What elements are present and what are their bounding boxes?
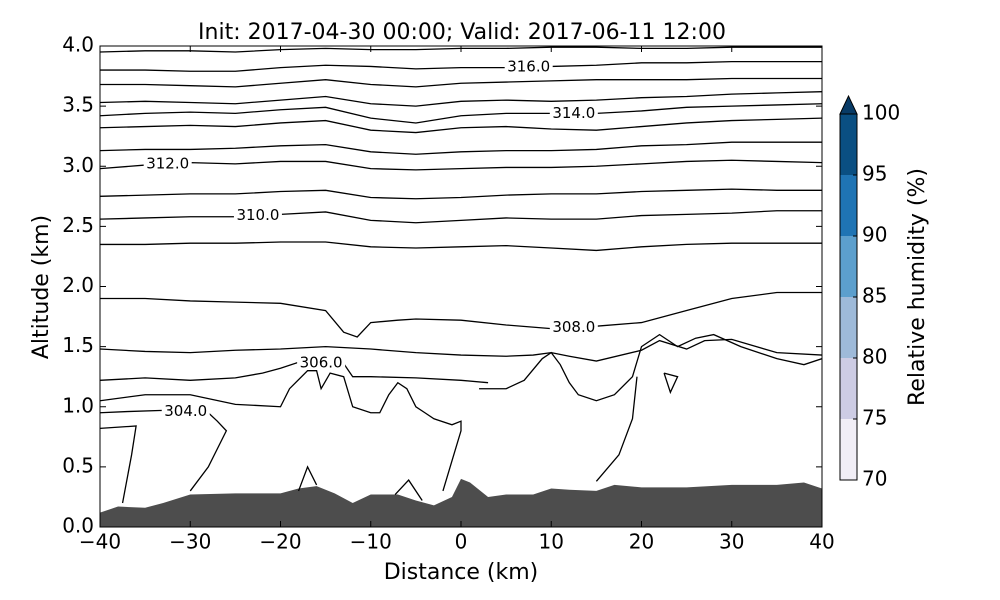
contour-label: 310.0 xyxy=(236,206,279,224)
y-tick-label: 0.5 xyxy=(62,453,94,477)
contour-line xyxy=(479,333,822,402)
contour-line xyxy=(100,291,822,338)
contour-line xyxy=(100,210,822,224)
colorbar-band xyxy=(840,297,857,358)
colorbar-band xyxy=(840,236,857,297)
contour-line xyxy=(100,60,822,72)
colorbar-band xyxy=(840,175,857,236)
contour-label: 308.0 xyxy=(552,318,595,336)
y-axis-label: Altitude (km) xyxy=(29,215,54,359)
y-tick-label: 0.0 xyxy=(62,514,94,538)
x-tick-label: −40 xyxy=(79,530,121,554)
contour-line xyxy=(100,103,822,124)
colorbar-tick-label: 90 xyxy=(862,223,887,247)
y-tick-label: 2.0 xyxy=(62,273,94,297)
colorbar-band xyxy=(840,114,857,175)
contour-label-bg xyxy=(504,58,553,77)
y-tick-label: 3.5 xyxy=(62,93,94,117)
contour-label-bg xyxy=(143,154,192,173)
y-tick-label: 4.0 xyxy=(62,33,94,57)
colorbar-tick-label: 75 xyxy=(862,406,887,430)
x-tick-label: −10 xyxy=(350,530,392,554)
contour-label: 314.0 xyxy=(552,104,595,122)
contour-line xyxy=(100,159,822,171)
x-tick-label: −20 xyxy=(259,530,301,554)
contour-line xyxy=(100,338,822,362)
contour-line xyxy=(297,465,318,492)
colorbar-tick-label: 70 xyxy=(862,467,887,491)
x-tick-label: 40 xyxy=(809,530,834,554)
contour-line xyxy=(100,91,822,107)
x-axis-label: Distance (km) xyxy=(384,560,539,585)
contour-line xyxy=(100,425,137,504)
contour-line xyxy=(100,409,228,492)
plot-area: 316.0 314.0 312.0 310.0 308.0 306.0 304.0 xyxy=(100,46,822,527)
x-tick-label: −30 xyxy=(169,530,211,554)
colorbar-extend xyxy=(839,94,858,115)
contour-label-bg xyxy=(297,353,346,372)
contour-label-bg xyxy=(549,318,598,337)
contour-label: 312.0 xyxy=(146,154,189,172)
colorbar-tick-label: 95 xyxy=(862,162,887,186)
y-tick-label: 3.0 xyxy=(62,153,94,177)
contour-line xyxy=(100,141,822,155)
x-tick-label: 20 xyxy=(629,530,654,554)
contour-line xyxy=(100,241,822,252)
colorbar-tick-label: 85 xyxy=(862,284,887,308)
y-tick-label: 1.0 xyxy=(62,393,94,417)
contour-line xyxy=(663,372,679,395)
terrain xyxy=(100,478,822,527)
contour-label-bg xyxy=(549,104,598,123)
y-tick-label: 1.5 xyxy=(62,333,94,357)
contour-line xyxy=(100,77,822,88)
contour-line xyxy=(100,361,489,384)
contour-line xyxy=(595,376,638,482)
colorbar-tick-label: 100 xyxy=(862,101,900,125)
x-tick-label: 10 xyxy=(539,530,564,554)
contour-line xyxy=(100,188,822,200)
contour-label-bg xyxy=(233,206,282,225)
colorbar-tick-label: 80 xyxy=(862,345,887,369)
colorbar-band xyxy=(840,419,857,480)
plot-frame xyxy=(99,45,823,528)
colorbar-label: Relative humidity (%) xyxy=(905,168,930,406)
contour-line xyxy=(394,479,423,501)
contour-label-bg xyxy=(161,402,210,421)
contour-line xyxy=(100,370,462,492)
chart-title: Init: 2017-04-30 00:00; Valid: 2017-06-1… xyxy=(198,20,726,45)
colorbar-band xyxy=(840,358,857,419)
contour-label: 316.0 xyxy=(507,58,550,76)
contour-line xyxy=(100,117,822,134)
y-tick-label: 2.5 xyxy=(62,213,94,237)
contour-label: 304.0 xyxy=(164,402,207,420)
contour-label: 306.0 xyxy=(300,353,343,371)
x-tick-label: 30 xyxy=(719,530,744,554)
x-tick-label: 0 xyxy=(455,530,468,554)
